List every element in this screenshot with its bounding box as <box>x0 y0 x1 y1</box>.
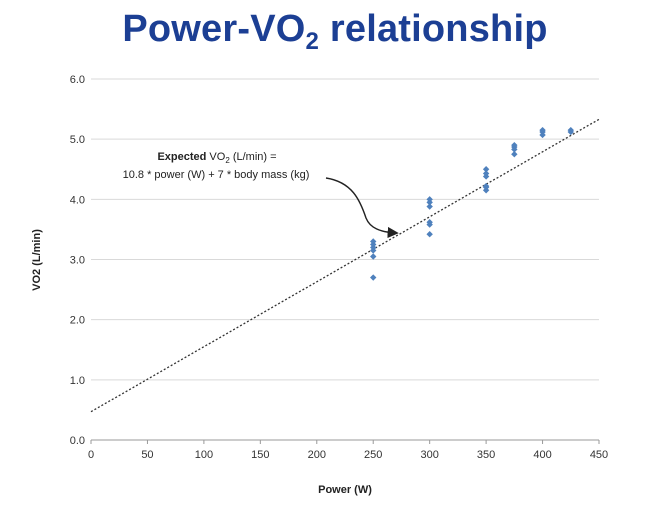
x-tick-label: 0 <box>88 449 94 461</box>
x-tick-label: 450 <box>590 449 608 461</box>
x-tick-label: 350 <box>477 449 495 461</box>
y-tick-label: 1.0 <box>70 375 85 387</box>
y-tick-label: 3.0 <box>70 255 85 267</box>
y-tick-label: 4.0 <box>70 194 85 206</box>
y-tick-label: 2.0 <box>70 315 85 327</box>
annotation-rest: (L/min) = <box>230 151 277 163</box>
x-tick-label: 150 <box>251 449 269 461</box>
data-point <box>482 166 490 173</box>
data-point <box>426 231 433 238</box>
chart-title-subscript: 2 <box>305 28 320 55</box>
data-point <box>426 218 433 226</box>
data-point <box>370 253 377 260</box>
annotation-line2: 10.8 * power (W) + 7 * body mass (kg) <box>123 169 310 181</box>
annotation-arrow <box>325 177 399 239</box>
annotation-subscript: 2 <box>225 156 230 165</box>
x-axis-label: Power (W) <box>318 484 372 496</box>
data-point <box>511 141 518 149</box>
chart-title: Power-VO2 relationship <box>0 8 670 56</box>
annotation: Expected VO2 (L/min) = 10.8 * power (W) … <box>123 151 399 239</box>
data-point <box>370 274 377 281</box>
y-axis-label: VO2 (L/min) <box>31 229 43 291</box>
annotation-line1: Expected VO2 (L/min) = <box>157 151 276 165</box>
data-points <box>370 126 574 281</box>
y-tick-label: 6.0 <box>70 74 85 86</box>
data-point <box>426 196 433 203</box>
y-tick-label: 5.0 <box>70 134 85 146</box>
x-tick-label: 100 <box>195 449 213 461</box>
x-tick-label: 250 <box>364 449 382 461</box>
annotation-vo: VO <box>206 151 225 163</box>
x-tick-label: 50 <box>141 449 153 461</box>
x-tick-label: 400 <box>533 449 551 461</box>
data-point <box>370 238 377 245</box>
x-tick-label: 200 <box>308 449 326 461</box>
chart-title-main: Power-VO <box>122 8 306 50</box>
trendline-group <box>90 118 600 413</box>
x-tick-label: 300 <box>420 449 438 461</box>
chart-title-rest: relationship <box>319 8 548 50</box>
y-tick-label: 0.0 <box>70 435 85 447</box>
data-point <box>426 203 433 210</box>
data-point <box>539 126 546 134</box>
data-point <box>482 170 490 177</box>
y-axis-ticks: 0.0 1.0 2.0 3.0 4.0 5.0 6.0 <box>70 74 85 447</box>
data-point <box>482 182 490 190</box>
annotation-bold: Expected <box>157 151 206 163</box>
x-axis-ticks: 0 50 100 150 200 250 300 350 400 450 <box>88 440 608 461</box>
data-point <box>567 126 574 134</box>
gridlines <box>91 78 599 381</box>
trendline <box>90 118 600 413</box>
data-point <box>511 151 518 158</box>
